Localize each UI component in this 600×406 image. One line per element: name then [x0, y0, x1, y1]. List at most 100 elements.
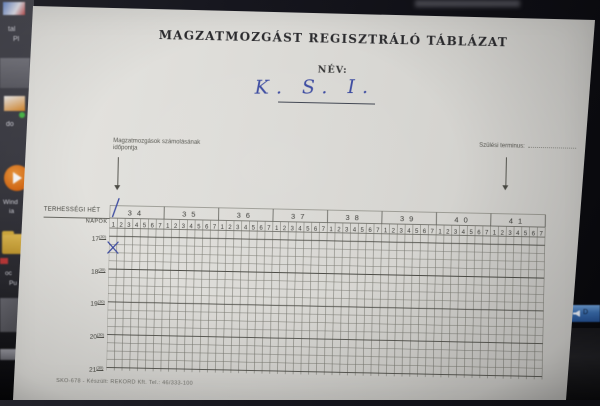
grid-header-number: 2: [283, 226, 287, 232]
icon-label-fragment: ia: [9, 208, 14, 216]
grid-header-number: 36: [237, 211, 256, 220]
grid-header-number: 4: [135, 223, 139, 229]
grid-header-number: 5: [143, 223, 147, 229]
time-minutes: (30): [98, 266, 105, 271]
grid-header-number: 3: [454, 230, 458, 236]
grid-header-number: 7: [213, 224, 217, 230]
grid-header-number: 4: [189, 224, 193, 230]
count-time-arrow: [117, 157, 119, 185]
grid-header-number: 3: [345, 227, 349, 233]
grid-header-number: 6: [314, 227, 318, 233]
time-hour: 19: [90, 301, 97, 308]
volume-icon[interactable]: [573, 310, 580, 317]
grid-header-number: 2: [119, 223, 123, 229]
icon-label-fragment: oc: [5, 270, 12, 278]
grid-header-number: 2: [174, 224, 178, 230]
grid-header-number: 1: [275, 226, 279, 232]
grid-header-number: 1: [220, 225, 224, 231]
grid-header-number: 5: [306, 226, 310, 232]
grid-header-number: 4: [244, 225, 248, 231]
grid-header-number: 7: [539, 231, 543, 237]
notification-fragment: [0, 258, 8, 264]
time-minutes: (30): [99, 233, 106, 238]
time-label: 21(30): [73, 358, 103, 377]
grid-header-number: 3: [290, 226, 294, 232]
form-title: MAGZATMOZGÁST REGISZTRÁLÓ TÁBLÁZAT: [123, 27, 543, 50]
app-icon[interactable]: [4, 96, 25, 111]
window-fragment: [0, 58, 30, 88]
icon-label-fragment: Pl: [13, 36, 19, 44]
grid-header-number: 5: [360, 228, 364, 234]
due-date-text: Szülési terminus:: [479, 143, 525, 150]
grid-header-number: 1: [493, 230, 497, 236]
time-label: 17(30): [76, 227, 106, 246]
icon-label-fragment: Wind: [3, 199, 18, 207]
grid-header-number: 3: [127, 223, 131, 229]
count-time-note: Magzatmozgások számolásának időpontja: [113, 138, 243, 155]
grid-header-number: 4: [407, 229, 411, 235]
time-minutes: (30): [97, 332, 104, 337]
grid-header-number: 5: [252, 225, 256, 231]
grid-header-number: 6: [423, 229, 427, 235]
taskbar-text-fragment: D: [583, 309, 588, 316]
grid-header-number: 37: [291, 212, 310, 221]
grid-header-number: 3: [399, 228, 403, 234]
due-date-label: Szülési terminus:: [479, 143, 576, 152]
play-icon: [13, 172, 22, 184]
day-row-label: NAPOK: [69, 218, 107, 225]
grid-header-number: 6: [532, 231, 536, 237]
grid-header-number: 7: [430, 229, 434, 235]
grid-header-number: 6: [150, 223, 154, 229]
time-hour: 20: [90, 334, 97, 341]
grid-header-number: 4: [516, 231, 520, 237]
grid-header-number: 6: [205, 224, 209, 230]
grid-header-number: 7: [267, 226, 271, 232]
icon-label-fragment: do: [6, 121, 14, 129]
due-date-blank-line: [528, 147, 576, 149]
grid-header-number: 5: [469, 230, 473, 236]
grid-header-number: 1: [112, 222, 116, 228]
grid-header-number: 7: [485, 230, 489, 236]
count-time-note-line2: időpontja: [113, 145, 243, 155]
grid-header-number: 4: [462, 230, 466, 236]
document-icon[interactable]: [3, 2, 25, 15]
form-footer: SKO-678 - Készült: REKORD Kft. Tel.: 46/…: [56, 378, 193, 387]
grid-header-number: 1: [438, 229, 442, 235]
time-hour: 21: [89, 367, 96, 374]
grid-header-number: 2: [337, 227, 341, 233]
due-date-arrow: [505, 157, 507, 185]
grid-header-number: 1: [329, 227, 333, 233]
grid-header-number: 6: [259, 225, 263, 231]
grid-header-number: 6: [368, 228, 372, 234]
grid-header-number: 4: [298, 226, 302, 232]
grid-header-number: 4: [353, 227, 357, 233]
handwritten-x-mark: [106, 240, 120, 255]
time-hour: 17: [92, 235, 99, 242]
grid-header-number: 40: [454, 215, 473, 224]
time-label: 20(30): [74, 325, 104, 344]
time-label: 18(30): [75, 260, 105, 279]
status-dot: [19, 112, 25, 118]
grid-header-number: 7: [322, 227, 326, 233]
grid-header-number: 2: [446, 229, 450, 235]
grid-header-number: 5: [415, 229, 419, 235]
grid-header-number: 34: [128, 208, 147, 217]
grid-header-number: 7: [158, 223, 162, 229]
grid-header-number: 39: [400, 214, 419, 223]
time-minutes: (30): [96, 365, 103, 370]
grid-header-number: 6: [477, 230, 481, 236]
icon-label-fragment: tal: [8, 26, 15, 34]
grid-header-number: 3: [182, 224, 186, 230]
name-underline: [278, 102, 375, 105]
grid-header-number: 2: [228, 225, 232, 231]
grid-header-number: 41: [509, 216, 528, 225]
time-hour: 18: [91, 268, 98, 275]
grid-header-number: 1: [166, 224, 170, 230]
desktop-top-fragment: [415, 0, 520, 7]
handwritten-name: K. S. I.: [122, 75, 507, 99]
due-date-arrowhead-icon: [502, 185, 508, 190]
